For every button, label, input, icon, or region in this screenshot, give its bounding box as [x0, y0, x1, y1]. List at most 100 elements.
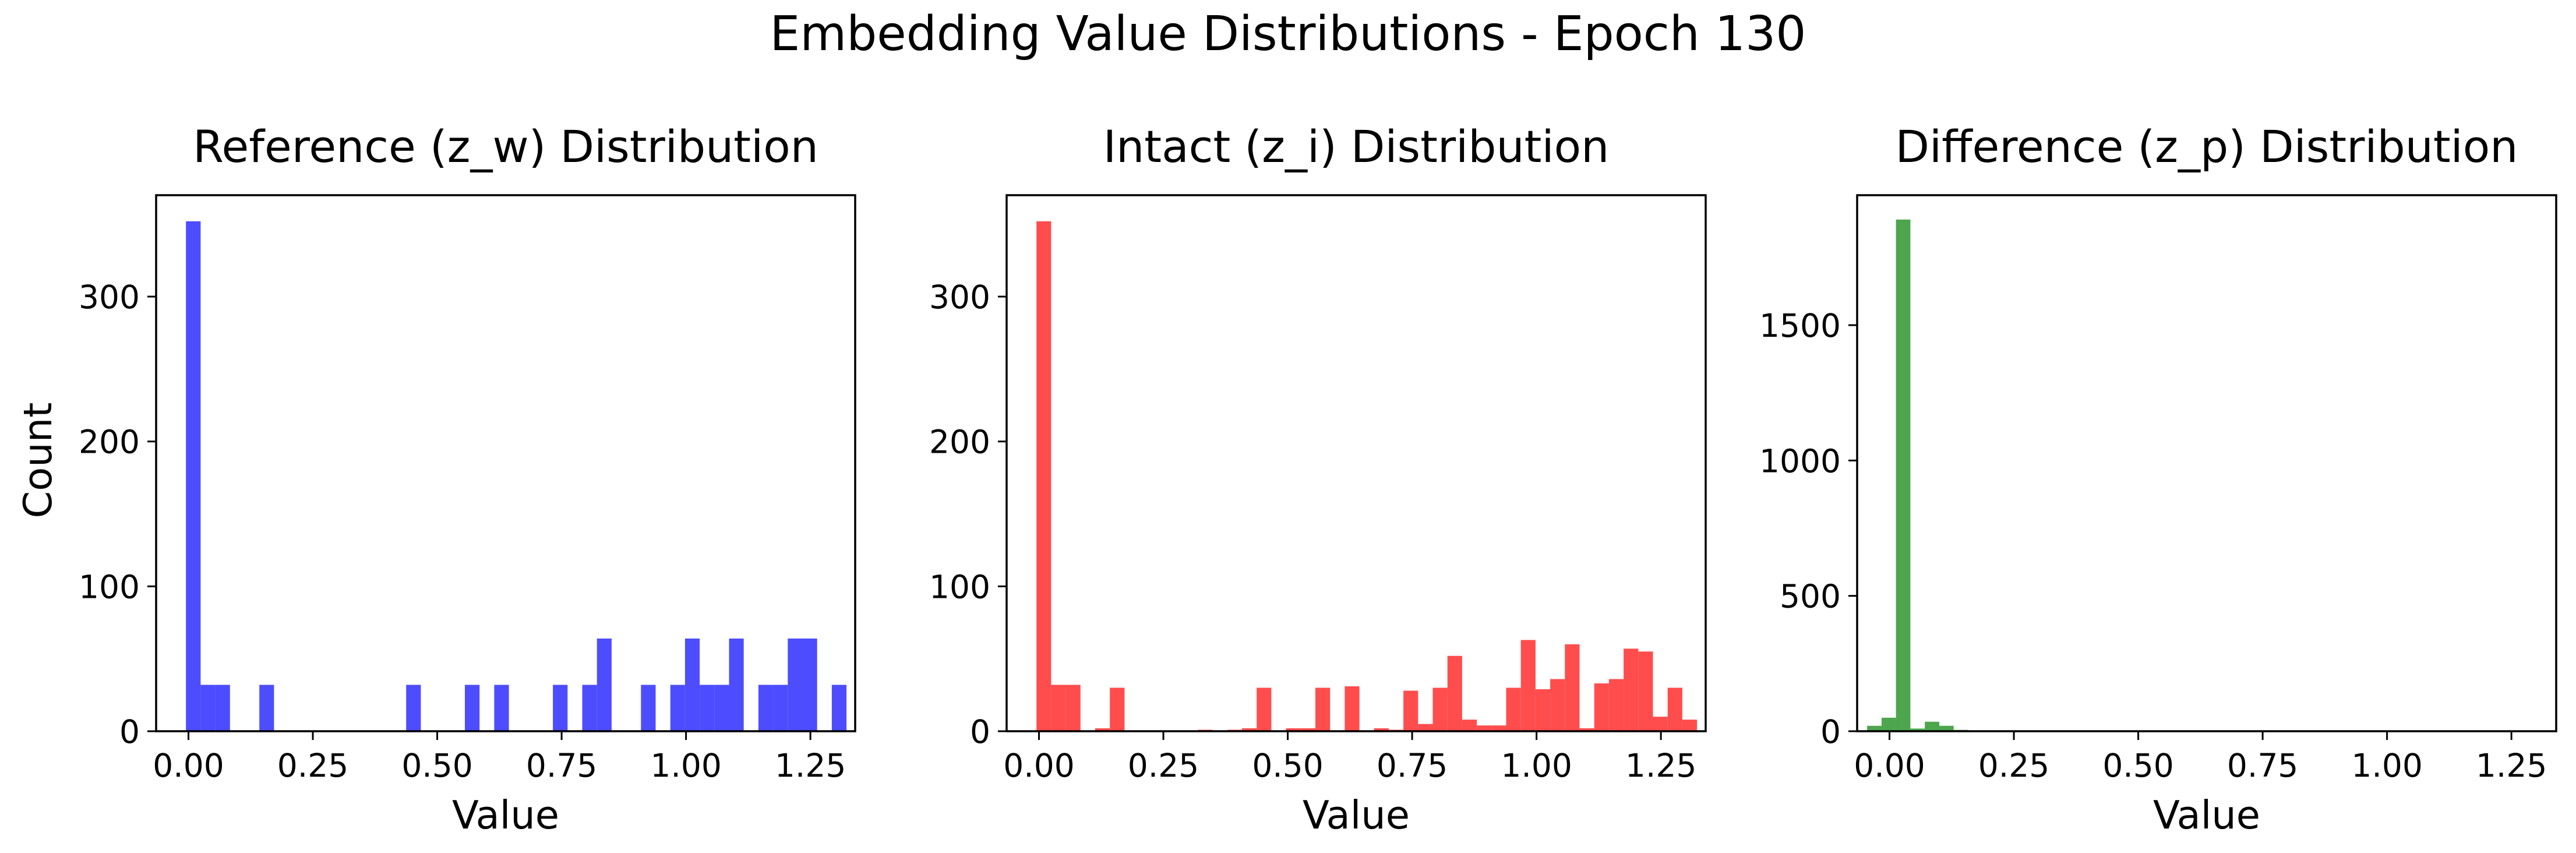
x-axis-label: Value [452, 792, 559, 838]
y-tick-label: 300 [79, 279, 140, 316]
histogram-bar [1667, 688, 1682, 731]
histogram-bar [1896, 219, 1911, 731]
y-tick-label: 100 [929, 568, 990, 605]
x-tick-label: 0.75 [2227, 747, 2298, 784]
histogram-bar [553, 685, 568, 731]
x-tick-label: 0.25 [1978, 747, 2049, 784]
histogram-bars [1036, 221, 1698, 731]
histogram-bar [465, 685, 480, 731]
y-tick-label: 200 [79, 424, 140, 461]
histogram-bar [1881, 717, 1896, 731]
histogram-bar [1477, 725, 1492, 731]
histogram-bar [1462, 720, 1477, 731]
histogram-bar [1300, 728, 1315, 731]
x-tick-label: 0.00 [1854, 747, 1925, 784]
y-tick-label: 100 [79, 568, 140, 605]
y-tick-label: 0 [970, 713, 990, 750]
histogram-bar [641, 685, 656, 731]
x-tick-label: 0.50 [401, 747, 472, 784]
histogram-bar [773, 685, 788, 731]
histogram-bar [1242, 728, 1257, 731]
histogram-bar [788, 638, 803, 731]
histogram-bar [1432, 688, 1448, 731]
subplot-difference: Difference (z_p) Distribution Value 0.00… [1759, 121, 2557, 838]
plot-frame [1005, 194, 1707, 732]
subplot-title: Reference (z_w) Distribution [193, 121, 818, 172]
y-tick-label: 500 [1780, 578, 1841, 615]
histogram-bars [186, 221, 847, 731]
histogram-bar [1939, 725, 1954, 731]
histogram-bar [186, 221, 201, 731]
x-tick-label: 1.00 [2351, 747, 2422, 784]
x-tick-label: 1.25 [1625, 747, 1696, 784]
histogram-bar [1286, 728, 1301, 731]
histogram-bar [200, 685, 216, 731]
y-tick-label: 0 [1820, 713, 1841, 750]
x-tick-label: 1.00 [1501, 747, 1572, 784]
histogram-bar [1110, 688, 1125, 731]
x-tick-label: 0.00 [153, 747, 224, 784]
histogram-bar [670, 685, 685, 731]
histogram-bar [1257, 688, 1272, 731]
x-tick-label: 1.25 [2476, 747, 2547, 784]
histogram-bar [1535, 689, 1551, 731]
x-tick-label: 0.00 [1003, 747, 1074, 784]
histogram-bar [831, 685, 847, 731]
histogram-bar [700, 685, 715, 731]
x-axis-label: Value [2153, 792, 2260, 838]
histogram-bar [1565, 644, 1580, 731]
y-tick-label: 300 [929, 279, 990, 316]
histogram-bar [714, 685, 729, 731]
histogram-bar [684, 638, 700, 731]
subplot-title: Difference (z_p) Distribution [1896, 121, 2518, 172]
histogram-bar [1051, 685, 1066, 731]
histogram-bar [1418, 724, 1433, 731]
x-tick-label: 0.25 [1128, 747, 1199, 784]
histogram-bar [1520, 640, 1536, 731]
histogram-bar [494, 685, 509, 731]
plot-frame [1856, 194, 2557, 732]
histogram-bar [1682, 720, 1698, 731]
figure-title: Embedding Value Distributions - Epoch 13… [770, 6, 1806, 62]
histogram-bar [215, 685, 230, 731]
histogram-bars [1867, 219, 1968, 731]
histogram-bar [758, 685, 774, 731]
x-tick-label: 0.50 [2102, 747, 2173, 784]
histogram-bar [729, 638, 744, 731]
y-tick-label: 1000 [1759, 442, 1841, 480]
histogram-bar [597, 638, 612, 731]
subplot-title: Intact (z_i) Distribution [1103, 121, 1610, 172]
histogram-bar [406, 685, 421, 731]
histogram-bar [1506, 688, 1521, 731]
y-tick-label: 0 [119, 713, 140, 750]
histogram-bar [1594, 683, 1609, 731]
histogram-bar [1624, 648, 1639, 731]
histogram-bar [1065, 685, 1081, 731]
histogram-bar [259, 685, 274, 731]
histogram-bar [1638, 651, 1653, 731]
plot-frame [155, 194, 856, 732]
x-tick-label: 0.75 [526, 747, 597, 784]
axis-ticks: 0.00 0.25 0.50 0.75 1.00 1.25 0 500 1000 1500 [1759, 307, 2547, 784]
histogram-bar [1315, 688, 1331, 731]
histogram-bar [1403, 690, 1418, 731]
histogram-bar [1867, 725, 1882, 731]
y-tick-label: 1500 [1759, 307, 1841, 344]
x-tick-label: 1.00 [650, 747, 721, 784]
y-tick-label: 200 [929, 424, 990, 461]
histogram-bar [1491, 725, 1506, 731]
x-tick-label: 0.25 [277, 747, 348, 784]
subplot-reference: Reference (z_w) Distribution Value Count… [15, 121, 856, 838]
x-tick-label: 1.25 [775, 747, 846, 784]
histogram-bar [1608, 679, 1624, 731]
axis-ticks: 0.00 0.25 0.50 0.75 1.00 1.25 0 100 200 300 [79, 279, 846, 784]
histogram-bar [1550, 679, 1565, 731]
histogram-bar [1910, 728, 1925, 731]
histogram-bar [802, 638, 817, 731]
x-tick-label: 0.50 [1252, 747, 1323, 784]
x-axis-label: Value [1303, 792, 1410, 838]
x-tick-label: 0.75 [1377, 747, 1448, 784]
histogram-bar [1447, 655, 1462, 731]
subplot-intact: Intact (z_i) Distribution Value 0.00 0.25… [929, 121, 1707, 838]
